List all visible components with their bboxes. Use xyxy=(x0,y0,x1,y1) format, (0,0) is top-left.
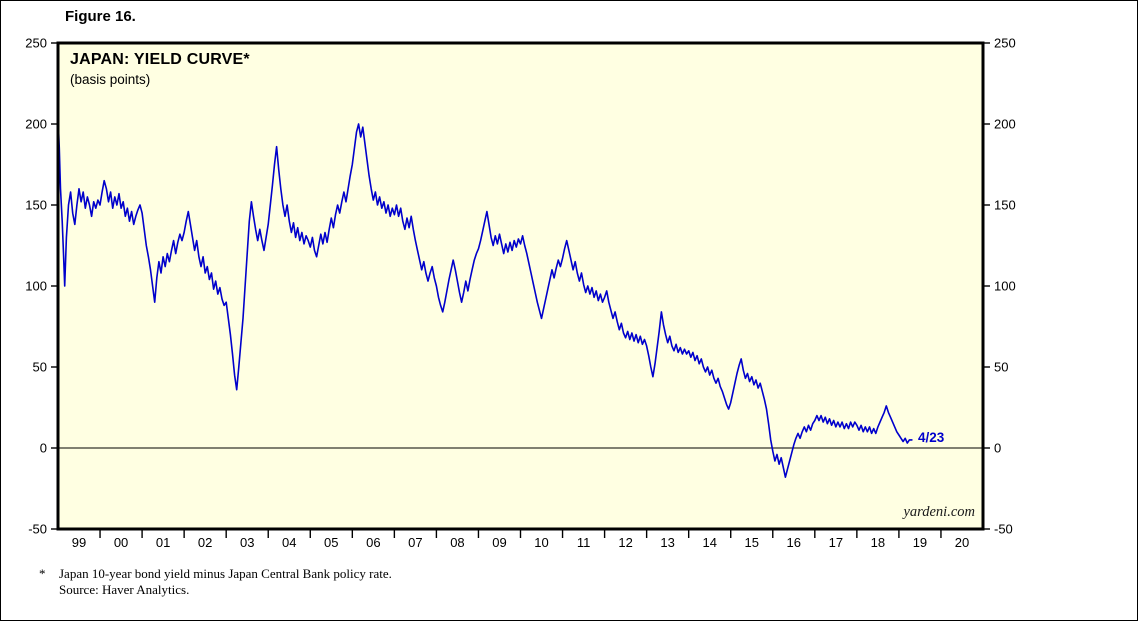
chart-title: JAPAN: YIELD CURVE* xyxy=(70,51,250,68)
x-axis-label: 05 xyxy=(324,535,338,550)
y-axis-label-right: 100 xyxy=(994,279,1016,294)
x-axis-label: 11 xyxy=(577,535,591,550)
y-axis-label-left: 200 xyxy=(25,117,47,132)
y-axis-label-left: 150 xyxy=(25,198,47,213)
y-axis-label-right: 200 xyxy=(994,117,1016,132)
chart-subtitle: (basis points) xyxy=(70,72,151,87)
x-axis-label: 14 xyxy=(702,535,716,550)
x-axis-label: 00 xyxy=(114,535,128,550)
plot-border xyxy=(56,41,985,531)
x-axis-label: 02 xyxy=(198,535,212,550)
y-axis-label-left: 50 xyxy=(33,360,47,375)
footnote-text: Japan 10-year bond yield minus Japan Cen… xyxy=(59,566,392,581)
x-axis-label: 99 xyxy=(72,535,86,550)
footnote-line: * Japan 10-year bond yield minus Japan Ce… xyxy=(39,566,392,582)
x-axis-label: 13 xyxy=(660,535,674,550)
y-axis-label-right: -50 xyxy=(994,522,1013,537)
watermark: yardeni.com xyxy=(903,504,975,520)
y-axis-label-right: 0 xyxy=(994,441,1001,456)
x-axis-label: 08 xyxy=(450,535,464,550)
x-axis-label: 20 xyxy=(955,535,969,550)
x-axis-label: 10 xyxy=(534,535,548,550)
x-axis-label: 03 xyxy=(240,535,254,550)
x-axis-label: 12 xyxy=(618,535,632,550)
x-axis-label: 17 xyxy=(829,535,843,550)
y-axis-label-left: 0 xyxy=(40,441,47,456)
x-axis-label: 01 xyxy=(156,535,170,550)
y-axis-label-right: 50 xyxy=(994,360,1008,375)
footnote-star: * xyxy=(39,566,46,581)
y-axis-label-right: 150 xyxy=(994,198,1016,213)
y-axis-label-left: -50 xyxy=(28,522,47,537)
x-axis-label: 19 xyxy=(913,535,927,550)
plot-area xyxy=(58,43,983,529)
footnote: * Japan 10-year bond yield minus Japan Ce… xyxy=(39,566,392,598)
y-axis-label-left: 100 xyxy=(25,279,47,294)
latest-value-annotation: 4/23 xyxy=(917,430,945,446)
figure-label: Figure 16. xyxy=(65,8,136,25)
x-axis-label: 07 xyxy=(408,535,422,550)
x-axis-label: 09 xyxy=(492,535,506,550)
x-axis-label: 06 xyxy=(366,535,380,550)
x-axis-label: 16 xyxy=(787,535,801,550)
x-axis-label: 18 xyxy=(871,535,885,550)
y-axis-label-right: 250 xyxy=(994,36,1016,51)
x-axis-label: 15 xyxy=(745,535,759,550)
y-axis-label-left: 250 xyxy=(25,36,47,51)
x-axis-label: 04 xyxy=(282,535,296,550)
series-line xyxy=(57,115,913,478)
source-text: Source: Haver Analytics. xyxy=(59,582,190,597)
